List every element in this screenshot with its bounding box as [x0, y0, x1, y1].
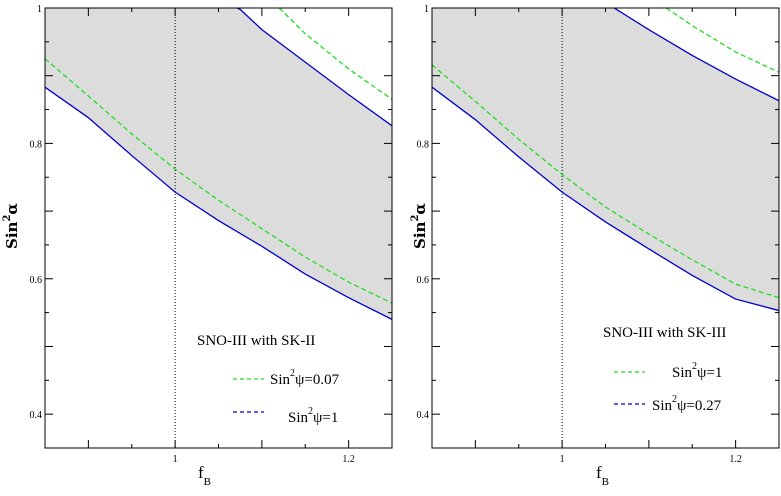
right-legend: SNO-III with SK-III Sin2ψ=1 Sin2ψ=0.27: [603, 325, 726, 414]
left-y-tick-label: 0.6: [30, 275, 43, 286]
right-allowed-region: [432, 8, 779, 311]
left-dashed-curve-2: [278, 8, 392, 100]
left-x-tick-label: 1: [173, 454, 178, 465]
right-upper-bound-curve: [613, 8, 779, 102]
left-legend-entry-1: Sin2ψ=0.07: [270, 368, 340, 388]
right-y-tick-label: 0.4: [417, 410, 430, 421]
right-y-axis-label: Sin2α: [410, 203, 429, 249]
left-plot-marks: [45, 8, 392, 448]
left-allowed-region: [45, 8, 392, 320]
right-legend-title: SNO-III with SK-III: [603, 325, 726, 341]
left-y-axis-label: Sin2α: [2, 203, 21, 249]
right-plot-area: [432, 8, 779, 448]
right-y-tick-label: 1: [424, 4, 429, 15]
right-legend-entry-2: Sin2ψ=0.27: [652, 394, 722, 414]
right-axis-ticks: 1 1.2 0.4 0.6 0.8 1: [417, 4, 780, 465]
left-plot-area: [45, 8, 392, 448]
right-legend-entry-1: Sin2ψ=1: [672, 361, 722, 381]
left-legend-title: SNO-III with SK-II: [197, 333, 315, 349]
left-legend: SNO-III with SK-II Sin2ψ=0.07 Sin2ψ=1: [197, 333, 340, 426]
left-y-tick-label: 0.4: [30, 410, 43, 421]
right-dashed-curve-1: [432, 64, 779, 299]
right-x-tick-label: 1: [560, 454, 565, 465]
left-y-tick-label: 1: [37, 4, 42, 15]
left-upper-bound-curve: [235, 8, 392, 127]
right-plot-marks: [432, 8, 779, 448]
right-x-axis-label: fB: [596, 463, 609, 488]
right-chart-panel: 1 1.2 0.4 0.6 0.8 1 fB Sin2α SNO-III with SK-…: [410, 4, 780, 488]
right-lower-bound-curve: [432, 86, 779, 312]
left-y-tick-label: 0.8: [30, 139, 43, 150]
left-x-axis-label: fB: [198, 463, 211, 488]
right-y-tick-label: 0.8: [417, 139, 430, 150]
left-legend-entry-2: Sin2ψ=1: [288, 406, 338, 426]
left-dashed-curve-1: [45, 58, 392, 304]
left-chart-panel: 1 1.2 0.4 0.6 0.8 1 fB Sin2α SNO-III with SK-…: [2, 4, 393, 488]
left-lower-bound-curve: [45, 86, 392, 320]
right-dashed-curve-2: [665, 8, 779, 73]
left-axis-ticks: 1 1.2 0.4 0.6 0.8 1: [30, 4, 393, 465]
right-y-tick-label: 0.6: [417, 275, 430, 286]
right-x-tick-label: 1.2: [729, 454, 742, 465]
left-x-tick-label: 1.2: [342, 454, 355, 465]
